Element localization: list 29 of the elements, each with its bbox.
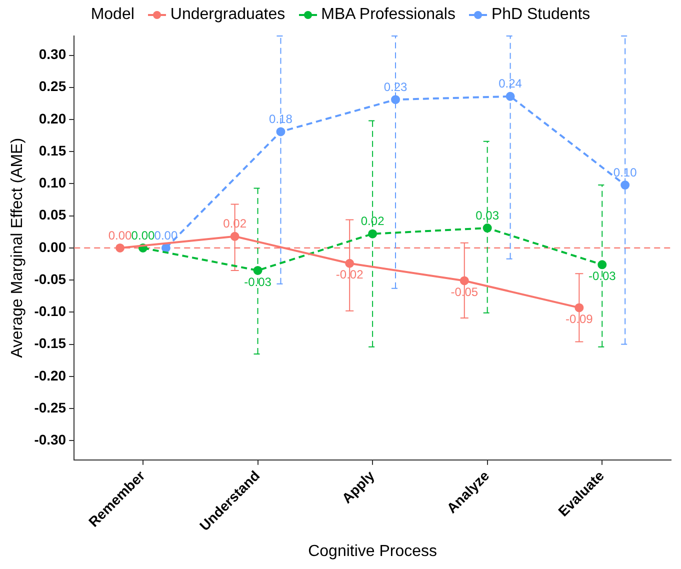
y-tick-label: 0.10 — [38, 174, 66, 191]
y-tick-label: 0.15 — [38, 142, 66, 158]
y-tick-label: 0.20 — [38, 110, 66, 126]
data-label: -0.03 — [588, 268, 616, 283]
y-tick-label: 0.25 — [38, 78, 66, 94]
y-axis-title: Average Marginal Effect (AME) — [9, 138, 26, 358]
data-label: 0.23 — [384, 80, 408, 94]
x-axis-title: Cognitive Process — [308, 542, 438, 560]
legend-label: MBA Professionals — [321, 6, 456, 24]
data-label: 0.00 — [108, 228, 132, 242]
y-tick-label: -0.30 — [34, 432, 66, 448]
legend-label: PhD Students — [491, 6, 590, 24]
data-label: -0.03 — [244, 274, 272, 289]
data-label: 0.18 — [269, 112, 293, 126]
y-tick-label: -0.20 — [34, 367, 66, 384]
data-label: 0.24 — [498, 76, 522, 91]
y-tick-label: 0.05 — [38, 206, 66, 223]
y-tick-label: -0.05 — [34, 270, 66, 287]
y-tick-label: -0.10 — [34, 303, 66, 320]
y-tick-label: 0.00 — [38, 238, 66, 255]
y-tick-label: 0.30 — [38, 46, 66, 62]
data-label: 0.10 — [613, 165, 638, 180]
data-label: 0.02 — [360, 214, 385, 228]
legend-label: Undergraduates — [170, 6, 286, 24]
y-tick-label: -0.25 — [34, 399, 66, 416]
legend-title: Model — [90, 6, 134, 24]
y-tick-label: -0.15 — [34, 335, 66, 352]
data-label: 0.00 — [131, 228, 155, 242]
data-label: 0.03 — [476, 208, 500, 222]
